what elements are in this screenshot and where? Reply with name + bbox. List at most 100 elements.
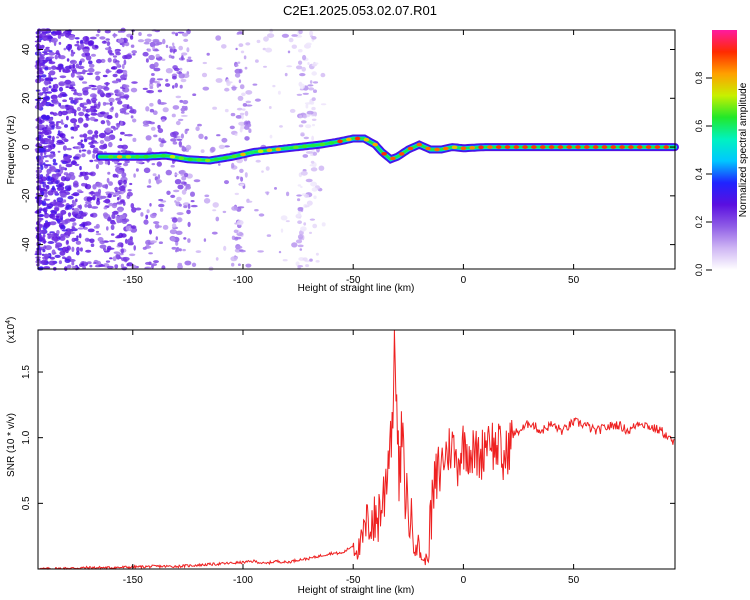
- spectrogram-speckle: [149, 108, 155, 113]
- spectrogram-speckle: [124, 54, 132, 60]
- spectrogram-speckle: [64, 83, 72, 87]
- spectrogram-speckle: [121, 41, 125, 48]
- spectrogram-speckle: [87, 150, 91, 154]
- snr-line: [38, 329, 675, 571]
- spectrogram-speckle: [269, 134, 273, 139]
- spectrogram-speckle: [153, 43, 160, 46]
- spectrogram-speckle: [187, 238, 191, 243]
- spectrogram-hotspot: [460, 146, 467, 151]
- spectrogram-speckle: [262, 47, 266, 51]
- spectrogram-speckle: [75, 198, 78, 203]
- spectrogram-speckle: [89, 36, 97, 40]
- spectrogram-speckle: [244, 136, 250, 141]
- spectrogram-speckle: [49, 111, 54, 115]
- spectrogram-speckle: [300, 185, 303, 189]
- spectrogram-speckle: [72, 92, 79, 96]
- spectrogram-speckle: [64, 167, 67, 171]
- spectrogram-speckle: [302, 154, 309, 158]
- spectrogram-speckle: [76, 235, 79, 239]
- spectrogram-speckle: [160, 140, 167, 144]
- spectrogram-speckle: [304, 205, 310, 208]
- spectrogram-speckle: [97, 89, 104, 95]
- spectrogram-speckle: [73, 201, 77, 206]
- spectrogram-speckle: [69, 59, 77, 65]
- spectrogram-speckle: [190, 191, 195, 197]
- spectrogram-speckle: [180, 111, 185, 114]
- spectrogram-speckle: [223, 245, 227, 251]
- spectrogram-speckle: [246, 123, 252, 128]
- spectrogram-speckle: [178, 141, 182, 147]
- spectrogram-speckle: [98, 101, 101, 107]
- spectrogram-speckle: [48, 73, 52, 80]
- spectrogram-speckle: [108, 240, 116, 243]
- spectrogram-speckle: [56, 197, 64, 203]
- spectrogram-speckle: [116, 122, 120, 128]
- spectrogram-speckle: [117, 209, 123, 213]
- spectrogram-speckle: [180, 107, 186, 112]
- spectrogram-speckle: [179, 67, 183, 71]
- x-tick-label: 0: [461, 275, 467, 286]
- spectrogram-speckle: [181, 52, 188, 56]
- spectrogram-speckle: [148, 252, 153, 255]
- spectrogram-speckle: [40, 155, 45, 160]
- spectrogram-speckle: [171, 31, 176, 35]
- spectrogram-speckle: [76, 75, 84, 79]
- y-tick-label: 20: [21, 92, 32, 104]
- spectrogram-speckle: [92, 184, 97, 190]
- spectrogram-speckle: [162, 224, 169, 230]
- spectrogram-speckle: [96, 198, 100, 202]
- spectrogram-speckle: [103, 86, 110, 91]
- spectrogram-speckle: [152, 49, 160, 52]
- spectrogram-speckle: [119, 138, 122, 142]
- spectrogram-speckle: [177, 264, 183, 270]
- spectrogram-speckle: [263, 65, 267, 68]
- spectrogram-speckle: [123, 162, 129, 167]
- spectrogram-speckle: [135, 160, 143, 164]
- spectrogram-hotspot: [257, 149, 264, 153]
- spectrogram-speckle: [178, 203, 182, 207]
- spectrogram-speckle: [111, 80, 119, 84]
- spectrogram-speckle: [59, 55, 66, 60]
- spectrogram-speckle: [82, 133, 88, 138]
- spectrogram-speckle: [126, 262, 133, 267]
- spectrogram-speckle: [80, 139, 84, 143]
- spectrogram-speckle: [175, 32, 179, 37]
- spectrogram-speckle: [146, 209, 150, 214]
- spectrogram-speckle: [218, 163, 221, 166]
- spectrogram-speckle: [43, 253, 51, 257]
- spectrogram-speckle: [181, 54, 184, 61]
- spectrogram-speckle: [177, 31, 185, 34]
- spectrogram-speckle: [239, 112, 245, 116]
- spectrogram-speckle: [73, 207, 80, 213]
- spectrogram-speckle: [145, 261, 151, 265]
- spectrogram-speckle: [116, 201, 123, 205]
- spectrogram-speckle: [70, 81, 76, 87]
- spectrogram-speckle: [291, 44, 297, 49]
- spectrogram-speckle: [195, 250, 202, 254]
- spectrogram-speckle: [239, 127, 243, 133]
- spectrogram-speckle: [181, 146, 187, 152]
- spectrogram-speckle: [170, 194, 176, 198]
- spectrogram-speckle: [44, 164, 52, 167]
- spectrogram-speckle: [320, 72, 326, 78]
- spectrogram-speckle: [95, 223, 100, 229]
- spectrogram-speckle: [57, 150, 61, 153]
- spectrogram-hotspot: [645, 145, 652, 149]
- spectrogram-speckle: [312, 81, 319, 84]
- spectrogram-speckle: [131, 225, 137, 229]
- spectrogram-speckle: [95, 33, 100, 37]
- spectrogram-speckle: [57, 130, 61, 135]
- spectrogram-speckle: [158, 203, 165, 208]
- spectrogram-x-axis-label: Height of straight line (km): [298, 283, 415, 294]
- spectrogram-speckle: [138, 32, 142, 36]
- spectrogram-speckle: [156, 161, 162, 167]
- spectrogram-speckle: [59, 105, 67, 109]
- spectrogram-speckle: [311, 187, 318, 192]
- x-tick-label: -100: [233, 275, 253, 286]
- spectrogram-speckle: [210, 146, 216, 153]
- spectrogram-speckle: [70, 72, 75, 78]
- spectrogram-speckle: [280, 215, 288, 221]
- spectrogram-speckle: [241, 92, 246, 97]
- spectrogram-speckle: [142, 246, 147, 250]
- spectrogram-speckle: [70, 126, 75, 131]
